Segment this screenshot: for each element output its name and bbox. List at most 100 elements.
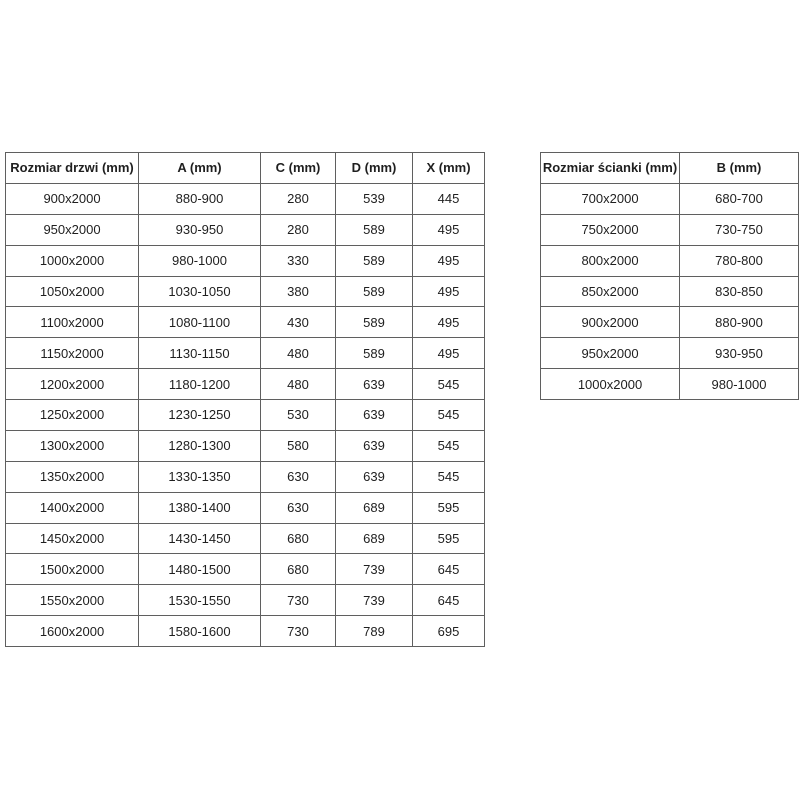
table-cell: 1000x2000 — [540, 368, 680, 400]
table-cell: 545 — [412, 429, 485, 462]
table-cell: 930-950 — [679, 337, 799, 370]
table-cell: 380 — [260, 275, 336, 308]
table-cell: 730-750 — [679, 213, 799, 246]
table-cell: 930-950 — [138, 213, 261, 246]
table-cell: 589 — [335, 213, 413, 246]
table-cell: 680 — [260, 522, 336, 555]
table-cell: 580 — [260, 429, 336, 462]
table-row: 950x2000 930-950 — [540, 337, 799, 370]
header-row: Rozmiar ścianki (mm) B (mm) — [540, 152, 799, 184]
table-cell: 645 — [412, 584, 485, 617]
table-cell: 1180-1200 — [138, 368, 261, 400]
table-cell: 539 — [335, 182, 413, 215]
table-cell: 1230-1250 — [138, 399, 261, 431]
table-cell: 900x2000 — [540, 306, 680, 339]
table-cell: 495 — [412, 213, 485, 246]
table-cell: 1050x2000 — [5, 275, 139, 308]
table-cell: 330 — [260, 244, 336, 277]
column-header: A (mm) — [138, 152, 261, 184]
column-header: Rozmiar ścianki (mm) — [540, 152, 680, 184]
table-cell: 1350x2000 — [5, 460, 139, 493]
table-cell: 480 — [260, 368, 336, 400]
table-cell: 680-700 — [679, 182, 799, 215]
table-cell: 700x2000 — [540, 182, 680, 215]
table-row: 850x2000 830-850 — [540, 275, 799, 308]
column-header: Rozmiar drzwi (mm) — [5, 152, 139, 184]
table-row: 1400x2000 1380-1400 630 689 595 — [5, 491, 485, 524]
table-cell: 639 — [335, 368, 413, 400]
table-cell: 1250x2000 — [5, 399, 139, 431]
table-cell: 800x2000 — [540, 244, 680, 277]
table-row: 1050x2000 1030-1050 380 589 495 — [5, 275, 485, 308]
table-cell: 830-850 — [679, 275, 799, 308]
table-cell: 595 — [412, 522, 485, 555]
table-row: 1100x2000 1080-1100 430 589 495 — [5, 306, 485, 339]
table-cell: 750x2000 — [540, 213, 680, 246]
table-row: 800x2000 780-800 — [540, 244, 799, 277]
table-cell: 730 — [260, 615, 336, 647]
table-cell: 1550x2000 — [5, 584, 139, 617]
table-cell: 1580-1600 — [138, 615, 261, 647]
table-cell: 430 — [260, 306, 336, 339]
table-cell: 880-900 — [679, 306, 799, 339]
table-cell: 739 — [335, 584, 413, 617]
table-cell: 495 — [412, 244, 485, 277]
table-row: 1350x2000 1330-1350 630 639 545 — [5, 460, 485, 493]
table-row: 900x2000 880-900 — [540, 306, 799, 339]
column-header: D (mm) — [335, 152, 413, 184]
table-cell: 1430-1450 — [138, 522, 261, 555]
table-cell: 1380-1400 — [138, 491, 261, 524]
table-cell: 645 — [412, 553, 485, 586]
column-header: X (mm) — [412, 152, 485, 184]
table-cell: 1080-1100 — [138, 306, 261, 339]
table-cell: 689 — [335, 522, 413, 555]
table-cell: 589 — [335, 337, 413, 370]
table-row: 1000x2000 980-1000 — [540, 368, 799, 400]
table-cell: 280 — [260, 213, 336, 246]
table-cell: 495 — [412, 275, 485, 308]
table-cell: 980-1000 — [138, 244, 261, 277]
table-cell: 495 — [412, 306, 485, 339]
table-cell: 1150x2000 — [5, 337, 139, 370]
table-row: 1500x2000 1480-1500 680 739 645 — [5, 553, 485, 586]
column-header: B (mm) — [679, 152, 799, 184]
table-cell: 1530-1550 — [138, 584, 261, 617]
table-cell: 1400x2000 — [5, 491, 139, 524]
table-cell: 630 — [260, 460, 336, 493]
wall-size-table: Rozmiar ścianki (mm) B (mm) 700x2000 680-70… — [540, 152, 799, 400]
table-cell: 1450x2000 — [5, 522, 139, 555]
table-cell: 589 — [335, 244, 413, 277]
table-cell: 630 — [260, 491, 336, 524]
table-cell: 1500x2000 — [5, 553, 139, 586]
table-row: 1550x2000 1530-1550 730 739 645 — [5, 584, 485, 617]
table-row: 1250x2000 1230-1250 530 639 545 — [5, 399, 485, 431]
table-row: 700x2000 680-700 — [540, 182, 799, 215]
table-cell: 1330-1350 — [138, 460, 261, 493]
header-row: Rozmiar drzwi (mm) A (mm) C (mm) D (mm) X (m… — [5, 152, 485, 184]
table-cell: 739 — [335, 553, 413, 586]
table-cell: 1100x2000 — [5, 306, 139, 339]
table-cell: 880-900 — [138, 182, 261, 215]
table-cell: 639 — [335, 399, 413, 431]
table-row: 1600x2000 1580-1600 730 789 695 — [5, 615, 485, 647]
table-row: 1300x2000 1280-1300 580 639 545 — [5, 429, 485, 462]
table-cell: 495 — [412, 337, 485, 370]
table-cell: 980-1000 — [679, 368, 799, 400]
table-cell: 639 — [335, 460, 413, 493]
table-row: 1000x2000 980-1000 330 589 495 — [5, 244, 485, 277]
table-cell: 1480-1500 — [138, 553, 261, 586]
table-cell: 900x2000 — [5, 182, 139, 215]
table-cell: 1130-1150 — [138, 337, 261, 370]
table-cell: 445 — [412, 182, 485, 215]
table-cell: 545 — [412, 399, 485, 431]
table-cell: 1300x2000 — [5, 429, 139, 462]
table-cell: 850x2000 — [540, 275, 680, 308]
table-cell: 595 — [412, 491, 485, 524]
table-cell: 639 — [335, 429, 413, 462]
table-row: 750x2000 730-750 — [540, 213, 799, 246]
table-cell: 589 — [335, 306, 413, 339]
table-cell: 589 — [335, 275, 413, 308]
door-size-table: Rozmiar drzwi (mm) A (mm) C (mm) D (mm) X (m… — [5, 152, 485, 647]
table-row: 1200x2000 1180-1200 480 639 545 — [5, 368, 485, 400]
